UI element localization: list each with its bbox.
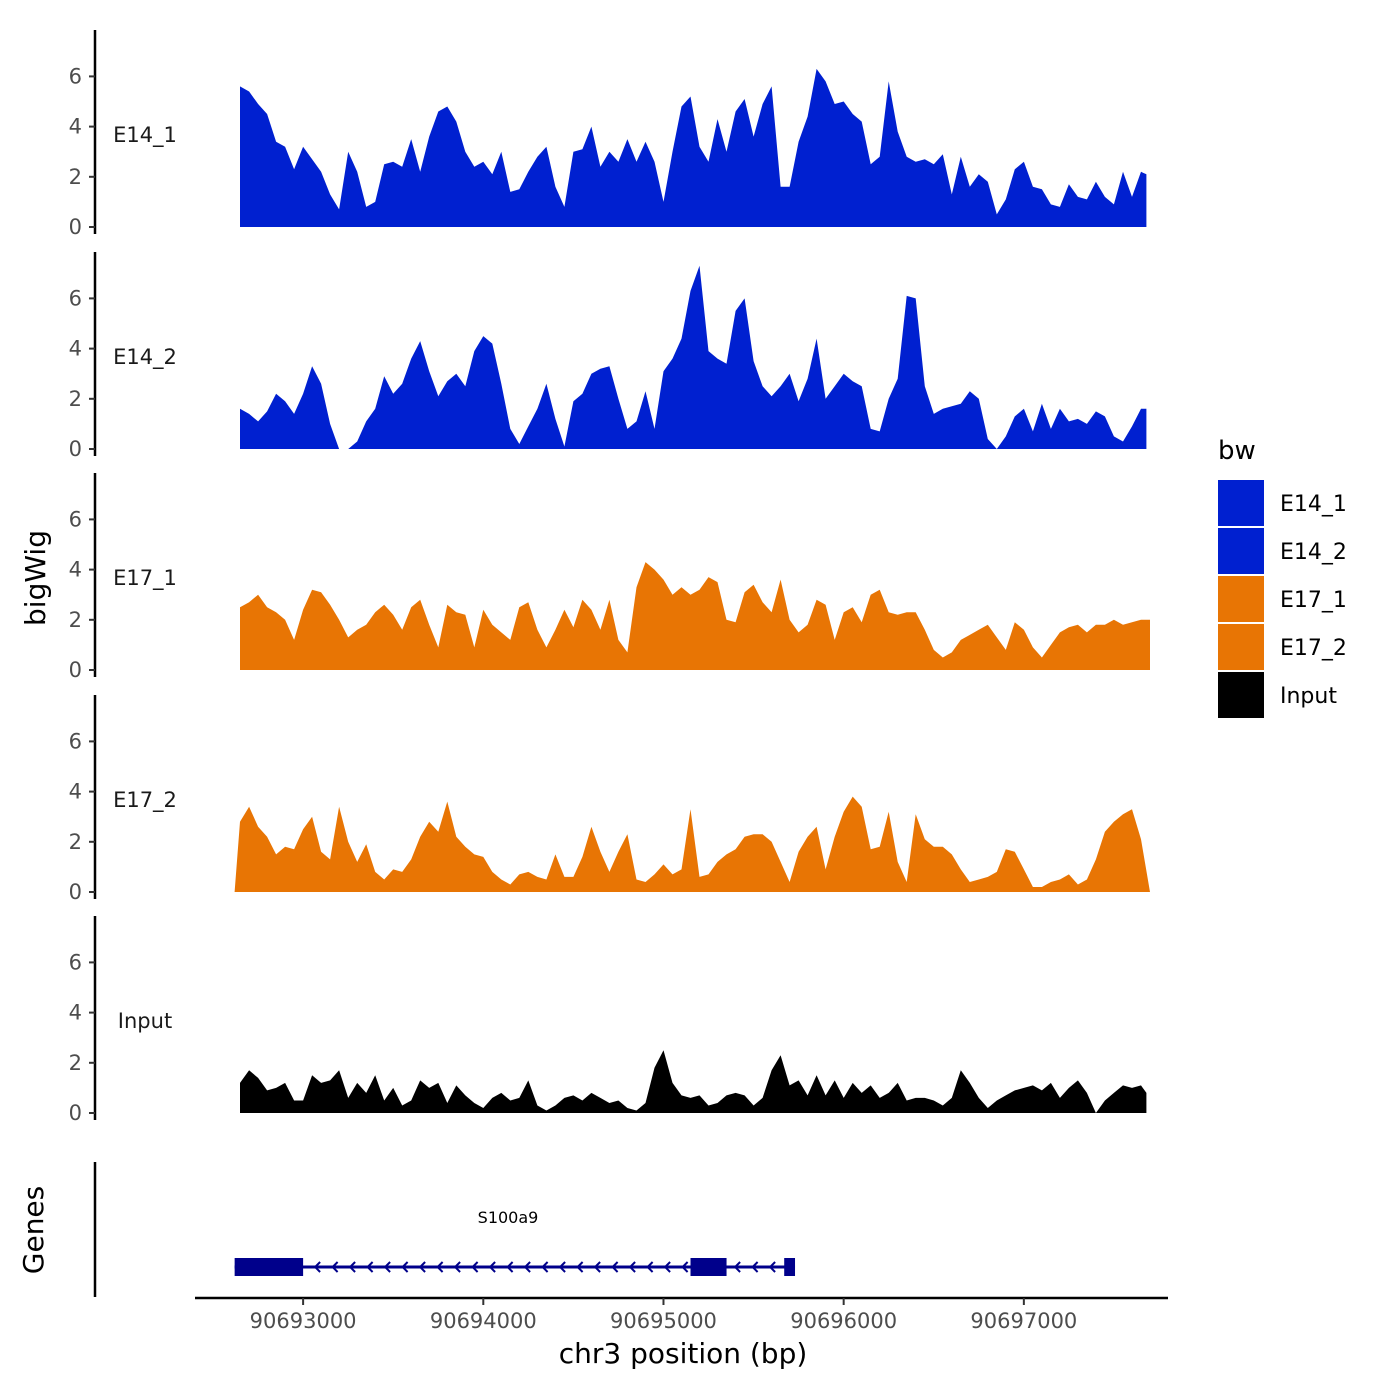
y-tick-label: 6 — [69, 64, 82, 88]
legend-key-Input — [1218, 672, 1264, 718]
track-label-Input: Input — [118, 1009, 172, 1033]
y-tick-label: 0 — [69, 880, 82, 904]
y-tick-label: 0 — [69, 437, 82, 461]
y-tick-label: 2 — [69, 608, 82, 632]
track-label-E14_1: E14_1 — [113, 123, 177, 148]
strand-arrow — [733, 1261, 741, 1273]
strand-arrow — [348, 1261, 356, 1273]
strand-arrow — [593, 1261, 601, 1273]
y-tick-label: 4 — [69, 558, 82, 582]
x-tick-label: 90694000 — [430, 1309, 537, 1333]
strand-arrow — [768, 1261, 776, 1273]
y-tick-label: 2 — [69, 387, 82, 411]
legend-label-E17_1: E17_1 — [1280, 588, 1347, 613]
y-tick-label: 0 — [69, 1101, 82, 1125]
y-tick-label: 2 — [69, 165, 82, 189]
gene-exon — [234, 1258, 304, 1276]
strand-arrow — [383, 1261, 391, 1273]
signal-area-Input — [240, 1050, 1147, 1113]
gene-track: S100a9 — [93, 1162, 796, 1297]
y-axis-title: bigWig — [19, 530, 52, 626]
track-label-E17_1: E17_1 — [113, 566, 177, 591]
track-label-E17_2: E17_2 — [113, 788, 177, 813]
y-tick-label: 0 — [69, 215, 82, 239]
track-Input: 0 2 4 6 Input — [69, 916, 1147, 1125]
track-label-E14_2: E14_2 — [113, 345, 177, 370]
strand-arrow — [523, 1261, 531, 1273]
strand-arrow — [541, 1261, 549, 1273]
x-axis: 90693000 90694000 90695000 90696000 90697000 — [195, 1296, 1168, 1333]
strand-arrow — [488, 1261, 496, 1273]
strand-arrow — [366, 1261, 374, 1273]
strand-arrow — [576, 1261, 584, 1273]
y-tick-label: 6 — [69, 729, 82, 753]
y-tick-label: 2 — [69, 830, 82, 854]
x-tick-label: 90693000 — [250, 1309, 357, 1333]
strand-arrow — [313, 1261, 321, 1273]
strand-arrow — [611, 1261, 619, 1273]
legend-key-E17_2 — [1218, 624, 1264, 670]
y-tick-label: 2 — [69, 1051, 82, 1075]
strand-arrow — [436, 1261, 444, 1273]
strand-arrow — [506, 1261, 514, 1273]
y-tick-label: 6 — [69, 286, 82, 310]
strand-arrow — [628, 1261, 636, 1273]
y-tick-label: 6 — [69, 507, 82, 531]
legend-key-E14_2 — [1218, 528, 1264, 574]
track-E14_2: 0 2 4 6 E14_2 — [69, 252, 1147, 461]
gene-exon — [784, 1258, 796, 1276]
x-tick-label: 90697000 — [970, 1309, 1077, 1333]
legend-label-Input: Input — [1280, 684, 1337, 709]
track-E14_1: 0 2 4 6 E14_1 — [69, 30, 1147, 239]
signal-area-E17_1 — [240, 562, 1150, 670]
gene-name-label: S100a9 — [478, 1208, 539, 1227]
y-tick-label: 6 — [69, 950, 82, 974]
strand-arrow — [681, 1261, 689, 1273]
legend-label-E17_2: E17_2 — [1280, 636, 1347, 661]
y-tick-label: 4 — [69, 115, 82, 139]
y-tick-label: 4 — [69, 337, 82, 361]
strand-arrow — [331, 1261, 339, 1273]
signal-area-E14_1 — [240, 68, 1147, 228]
strand-arrow — [401, 1261, 409, 1273]
x-tick-label: 90696000 — [790, 1309, 897, 1333]
track-E17_1: 0 2 4 6 E17_1 — [69, 473, 1150, 682]
strand-arrow — [453, 1261, 461, 1273]
legend-label-E14_1: E14_1 — [1280, 492, 1347, 517]
legend-title: bw — [1218, 436, 1256, 466]
strand-arrow — [646, 1261, 654, 1273]
track-E17_2: 0 2 4 6 E17_2 — [69, 695, 1151, 904]
legend-key-E17_1 — [1218, 576, 1264, 622]
strand-arrow — [471, 1261, 479, 1273]
strand-arrow — [418, 1261, 426, 1273]
legend-key-E14_1 — [1218, 480, 1264, 526]
gene-exon — [690, 1258, 727, 1276]
x-tick-label: 90695000 — [610, 1309, 717, 1333]
genes-track-title: Genes — [17, 1186, 50, 1274]
signal-area-E14_2 — [240, 265, 1147, 449]
track-panels: 0 2 4 6 E14_1 0 2 4 6 E14_2 0 2 4 6 E17_1 0 2 4 6 E17_2 0 2 4 6… — [69, 30, 1151, 1125]
strand-arrow — [558, 1261, 566, 1273]
strand-arrow — [751, 1261, 759, 1273]
x-axis-title: chr3 position (bp) — [559, 1337, 808, 1370]
y-tick-label: 4 — [69, 780, 82, 804]
legend: bw E14_1 E14_2 E17_1 E17_2 Input — [1218, 436, 1347, 718]
y-tick-label: 4 — [69, 1001, 82, 1025]
strand-arrow — [663, 1261, 671, 1273]
legend-label-E14_2: E14_2 — [1280, 540, 1347, 565]
y-tick-label: 0 — [69, 658, 82, 682]
signal-area-E17_2 — [234, 796, 1151, 892]
